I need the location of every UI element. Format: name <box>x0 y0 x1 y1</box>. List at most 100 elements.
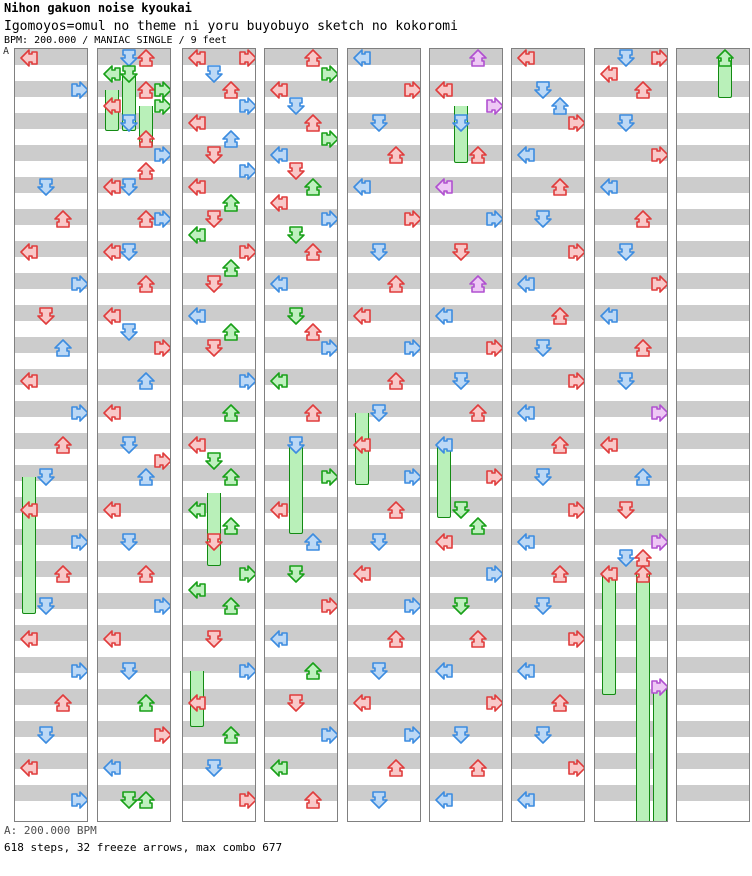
beat-band <box>512 593 584 609</box>
beat-band <box>430 417 502 433</box>
measure <box>15 369 87 433</box>
measure <box>183 369 255 433</box>
beat-band <box>265 321 337 337</box>
beat-band <box>430 81 502 97</box>
beat-band <box>15 209 87 225</box>
beat-band <box>15 385 87 401</box>
measure <box>265 753 337 817</box>
beat-band <box>677 673 749 689</box>
beat-band <box>677 449 749 465</box>
beat-band <box>677 465 749 481</box>
beat-band <box>677 321 749 337</box>
beat-band <box>265 49 337 65</box>
beat-band <box>183 49 255 65</box>
beat-band <box>677 129 749 145</box>
measure <box>595 305 667 369</box>
freeze-arrow-tail <box>289 525 303 534</box>
beat-band <box>348 593 420 609</box>
measure <box>430 753 502 817</box>
beat-band <box>183 321 255 337</box>
first-column-marker: A <box>3 46 10 57</box>
measure <box>512 49 584 113</box>
beat-band <box>595 113 667 129</box>
beat-band <box>183 385 255 401</box>
beat-band <box>183 289 255 305</box>
measure <box>512 305 584 369</box>
beat-band <box>15 305 87 321</box>
beat-band <box>348 257 420 273</box>
beat-band <box>348 321 420 337</box>
beat-band <box>183 657 255 673</box>
beat-band <box>265 305 337 321</box>
beat-band <box>430 209 502 225</box>
beat-band <box>183 129 255 145</box>
beat-band <box>348 273 420 289</box>
freeze-arrow-body <box>355 412 369 478</box>
beat-band <box>183 225 255 241</box>
freeze-arrow-body <box>105 90 119 123</box>
beat-band <box>430 241 502 257</box>
beat-band <box>265 561 337 577</box>
beat-band <box>430 225 502 241</box>
measure <box>348 497 420 561</box>
freeze-arrow-body <box>454 106 468 155</box>
beat-band <box>98 801 170 817</box>
beat-band <box>677 433 749 449</box>
beat-band <box>348 369 420 385</box>
beat-band <box>677 81 749 97</box>
measure <box>98 305 170 369</box>
beat-band <box>15 705 87 721</box>
measure <box>512 689 584 753</box>
beat-band <box>677 145 749 161</box>
beat-band <box>677 705 749 721</box>
beat-band <box>265 625 337 641</box>
beat-band <box>595 513 667 529</box>
beat-band <box>98 609 170 625</box>
beat-band <box>15 241 87 257</box>
beat-band <box>183 785 255 801</box>
measure <box>265 113 337 177</box>
beat-band <box>595 81 667 97</box>
freeze-arrow-body <box>122 74 136 123</box>
freeze-arrow-tail <box>355 477 369 486</box>
beat-band <box>595 177 667 193</box>
beat-band <box>183 113 255 129</box>
beat-band <box>430 657 502 673</box>
measure <box>348 689 420 753</box>
beat-band <box>15 81 87 97</box>
beat-band <box>98 449 170 465</box>
beat-band <box>183 353 255 369</box>
beat-band <box>98 353 170 369</box>
beat-band <box>430 737 502 753</box>
beat-band <box>512 737 584 753</box>
measure <box>595 113 667 177</box>
beat-band <box>15 417 87 433</box>
beat-band <box>265 289 337 305</box>
measure <box>348 305 420 369</box>
beat-band <box>677 193 749 209</box>
beat-band <box>15 257 87 273</box>
beat-band <box>430 673 502 689</box>
beat-band <box>98 705 170 721</box>
beat-band <box>512 97 584 113</box>
beat-band <box>15 689 87 705</box>
measure <box>183 241 255 305</box>
beat-band <box>677 481 749 497</box>
measure <box>677 113 749 177</box>
measure <box>183 113 255 177</box>
measure <box>265 49 337 113</box>
beat-band <box>512 449 584 465</box>
beat-band <box>348 145 420 161</box>
beat-band <box>98 785 170 801</box>
measure <box>15 113 87 177</box>
beat-band <box>595 273 667 289</box>
beat-band <box>512 673 584 689</box>
beat-band <box>265 257 337 273</box>
beat-band <box>430 689 502 705</box>
beat-band <box>512 657 584 673</box>
measure <box>15 753 87 817</box>
measure <box>265 625 337 689</box>
beat-band <box>98 161 170 177</box>
beat-band <box>430 161 502 177</box>
